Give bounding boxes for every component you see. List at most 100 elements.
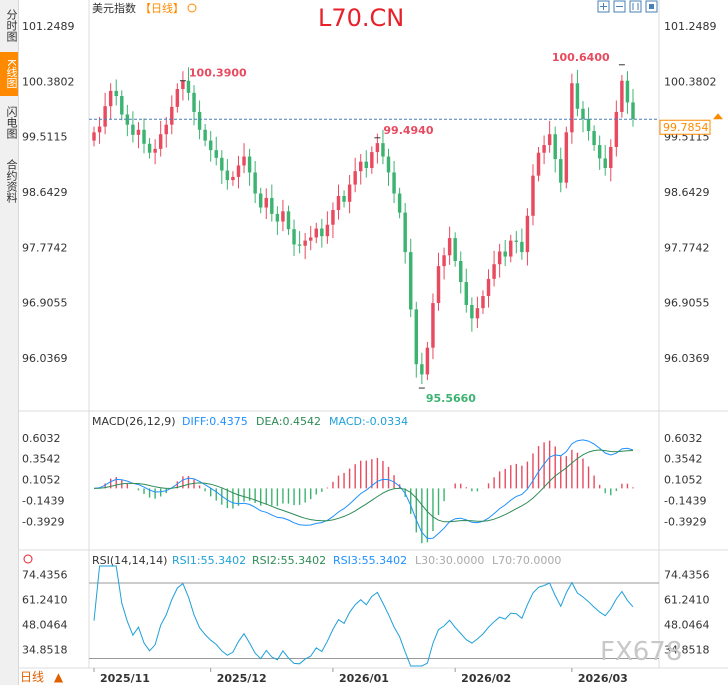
- candle-body: [575, 83, 580, 109]
- candle-body: [275, 213, 280, 222]
- candle-body: [358, 161, 363, 172]
- tab-contract-info[interactable]: 合约资料: [5, 159, 18, 203]
- sidebar: 分时图 K线图 闪电图 合约资料: [0, 0, 19, 685]
- candle-body: [120, 96, 124, 115]
- rsi-settings-icon[interactable]: [23, 554, 33, 564]
- candle-body: [253, 172, 257, 194]
- candle-body: [247, 156, 252, 173]
- macd-title: MACD(26,12,9): [92, 415, 176, 428]
- candle-body: [370, 152, 374, 168]
- candle-body: [542, 145, 546, 153]
- candle-body: [92, 132, 96, 141]
- candle-body: [486, 278, 491, 297]
- candle-body: [331, 210, 335, 225]
- candle-body: [203, 129, 207, 141]
- candle-body: [342, 196, 346, 202]
- price-tick-right: 101.2489: [664, 20, 717, 33]
- candle-body: [414, 309, 419, 365]
- macd-tick-left: 0.1052: [22, 474, 61, 487]
- extreme-label: 100.6400: [552, 51, 610, 64]
- fullscreen-icon[interactable]: [645, 0, 658, 13]
- candle-body: [292, 229, 296, 245]
- candle-body: [520, 241, 524, 253]
- candle-body: [236, 165, 241, 177]
- price-tick-right: 98.6429: [664, 186, 710, 199]
- candle-body: [153, 148, 157, 153]
- candle-body: [609, 146, 613, 168]
- candle-body: [197, 111, 202, 130]
- candle-body: [214, 150, 218, 158]
- candle-body: [559, 159, 563, 183]
- current-price-label: 99.7854: [663, 121, 709, 134]
- candle-body: [475, 308, 480, 319]
- macd-tick-right: 0.6032: [664, 432, 703, 445]
- candle-style-icon[interactable]: [629, 0, 642, 13]
- candle-body: [447, 238, 452, 256]
- macd-tick-left: -0.3929: [22, 515, 64, 528]
- candle-body: [347, 184, 352, 202]
- xaxis-label: 2026/02: [461, 672, 511, 685]
- candle-body: [592, 131, 596, 146]
- price-tick-left: 98.6429: [22, 186, 68, 199]
- macd-tick-left: 0.3542: [22, 453, 61, 466]
- rsi-tick-left: 34.8518: [22, 643, 68, 656]
- brand-watermark: FX678: [600, 637, 682, 667]
- candle-body: [464, 282, 469, 305]
- candle-body: [353, 171, 357, 185]
- rsi-l70: L70:70.0000: [492, 554, 561, 567]
- candle-body: [497, 251, 502, 265]
- candle-body: [164, 124, 168, 135]
- candle-body: [142, 129, 146, 144]
- price-tick-left: 100.3802: [22, 75, 75, 88]
- macd-tick-right: -0.1439: [664, 494, 706, 507]
- candle-body: [425, 347, 430, 375]
- settings-icon[interactable]: [187, 3, 197, 13]
- macd-dea-line: [93, 449, 634, 523]
- candle-body: [586, 118, 591, 132]
- macd-value: MACD:-0.0334: [329, 415, 408, 428]
- instrument-name: 美元指数: [92, 1, 136, 15]
- candle-body: [208, 140, 213, 151]
- zoom-in-icon[interactable]: [597, 0, 610, 13]
- candle-body: [131, 124, 135, 135]
- candle-body: [364, 161, 369, 168]
- candle-body: [564, 132, 569, 183]
- candle-body: [375, 143, 380, 153]
- candle-body: [125, 114, 130, 125]
- period-select-label: 日线: [20, 670, 45, 684]
- candle-body: [220, 157, 224, 171]
- macd-tick-right: 0.3542: [664, 453, 703, 466]
- xaxis-label: 2025/11: [100, 672, 150, 685]
- tab-flash[interactable]: 闪电图: [5, 105, 18, 139]
- candle-body: [409, 252, 413, 310]
- macd-diff: DIFF:0.4375: [182, 415, 248, 428]
- candle-body: [297, 244, 302, 246]
- candle-body: [186, 80, 191, 93]
- extreme-label: 100.3900: [189, 67, 247, 80]
- candle-body: [459, 261, 463, 283]
- zoom-out-icon[interactable]: [613, 0, 626, 13]
- candle-body: [231, 176, 235, 181]
- candle-body: [147, 143, 152, 153]
- candle-body: [320, 228, 324, 237]
- period-select[interactable]: 日线 ▲: [20, 668, 80, 685]
- tab-intraday[interactable]: 分时图: [5, 8, 18, 42]
- candle-body: [453, 238, 457, 262]
- candle-body: [381, 143, 385, 157]
- macd-tick-right: -0.3929: [664, 515, 706, 528]
- price-tick-right: 96.0369: [664, 352, 710, 365]
- candle-body: [242, 156, 246, 166]
- candle-body: [620, 80, 624, 112]
- tab-kline[interactable]: K线图: [0, 52, 18, 96]
- candle-body: [225, 170, 230, 181]
- candle-body: [181, 80, 185, 89]
- macd-tick-right: 0.1052: [664, 474, 703, 487]
- candle-body: [175, 89, 180, 107]
- period-label[interactable]: 【日线】: [140, 1, 184, 15]
- triangle-up-icon: ▲: [53, 670, 64, 684]
- macd-diff-line: [93, 439, 634, 540]
- candle-body: [514, 240, 519, 242]
- candle-body: [531, 175, 535, 216]
- extreme-label: 95.5660: [426, 392, 476, 405]
